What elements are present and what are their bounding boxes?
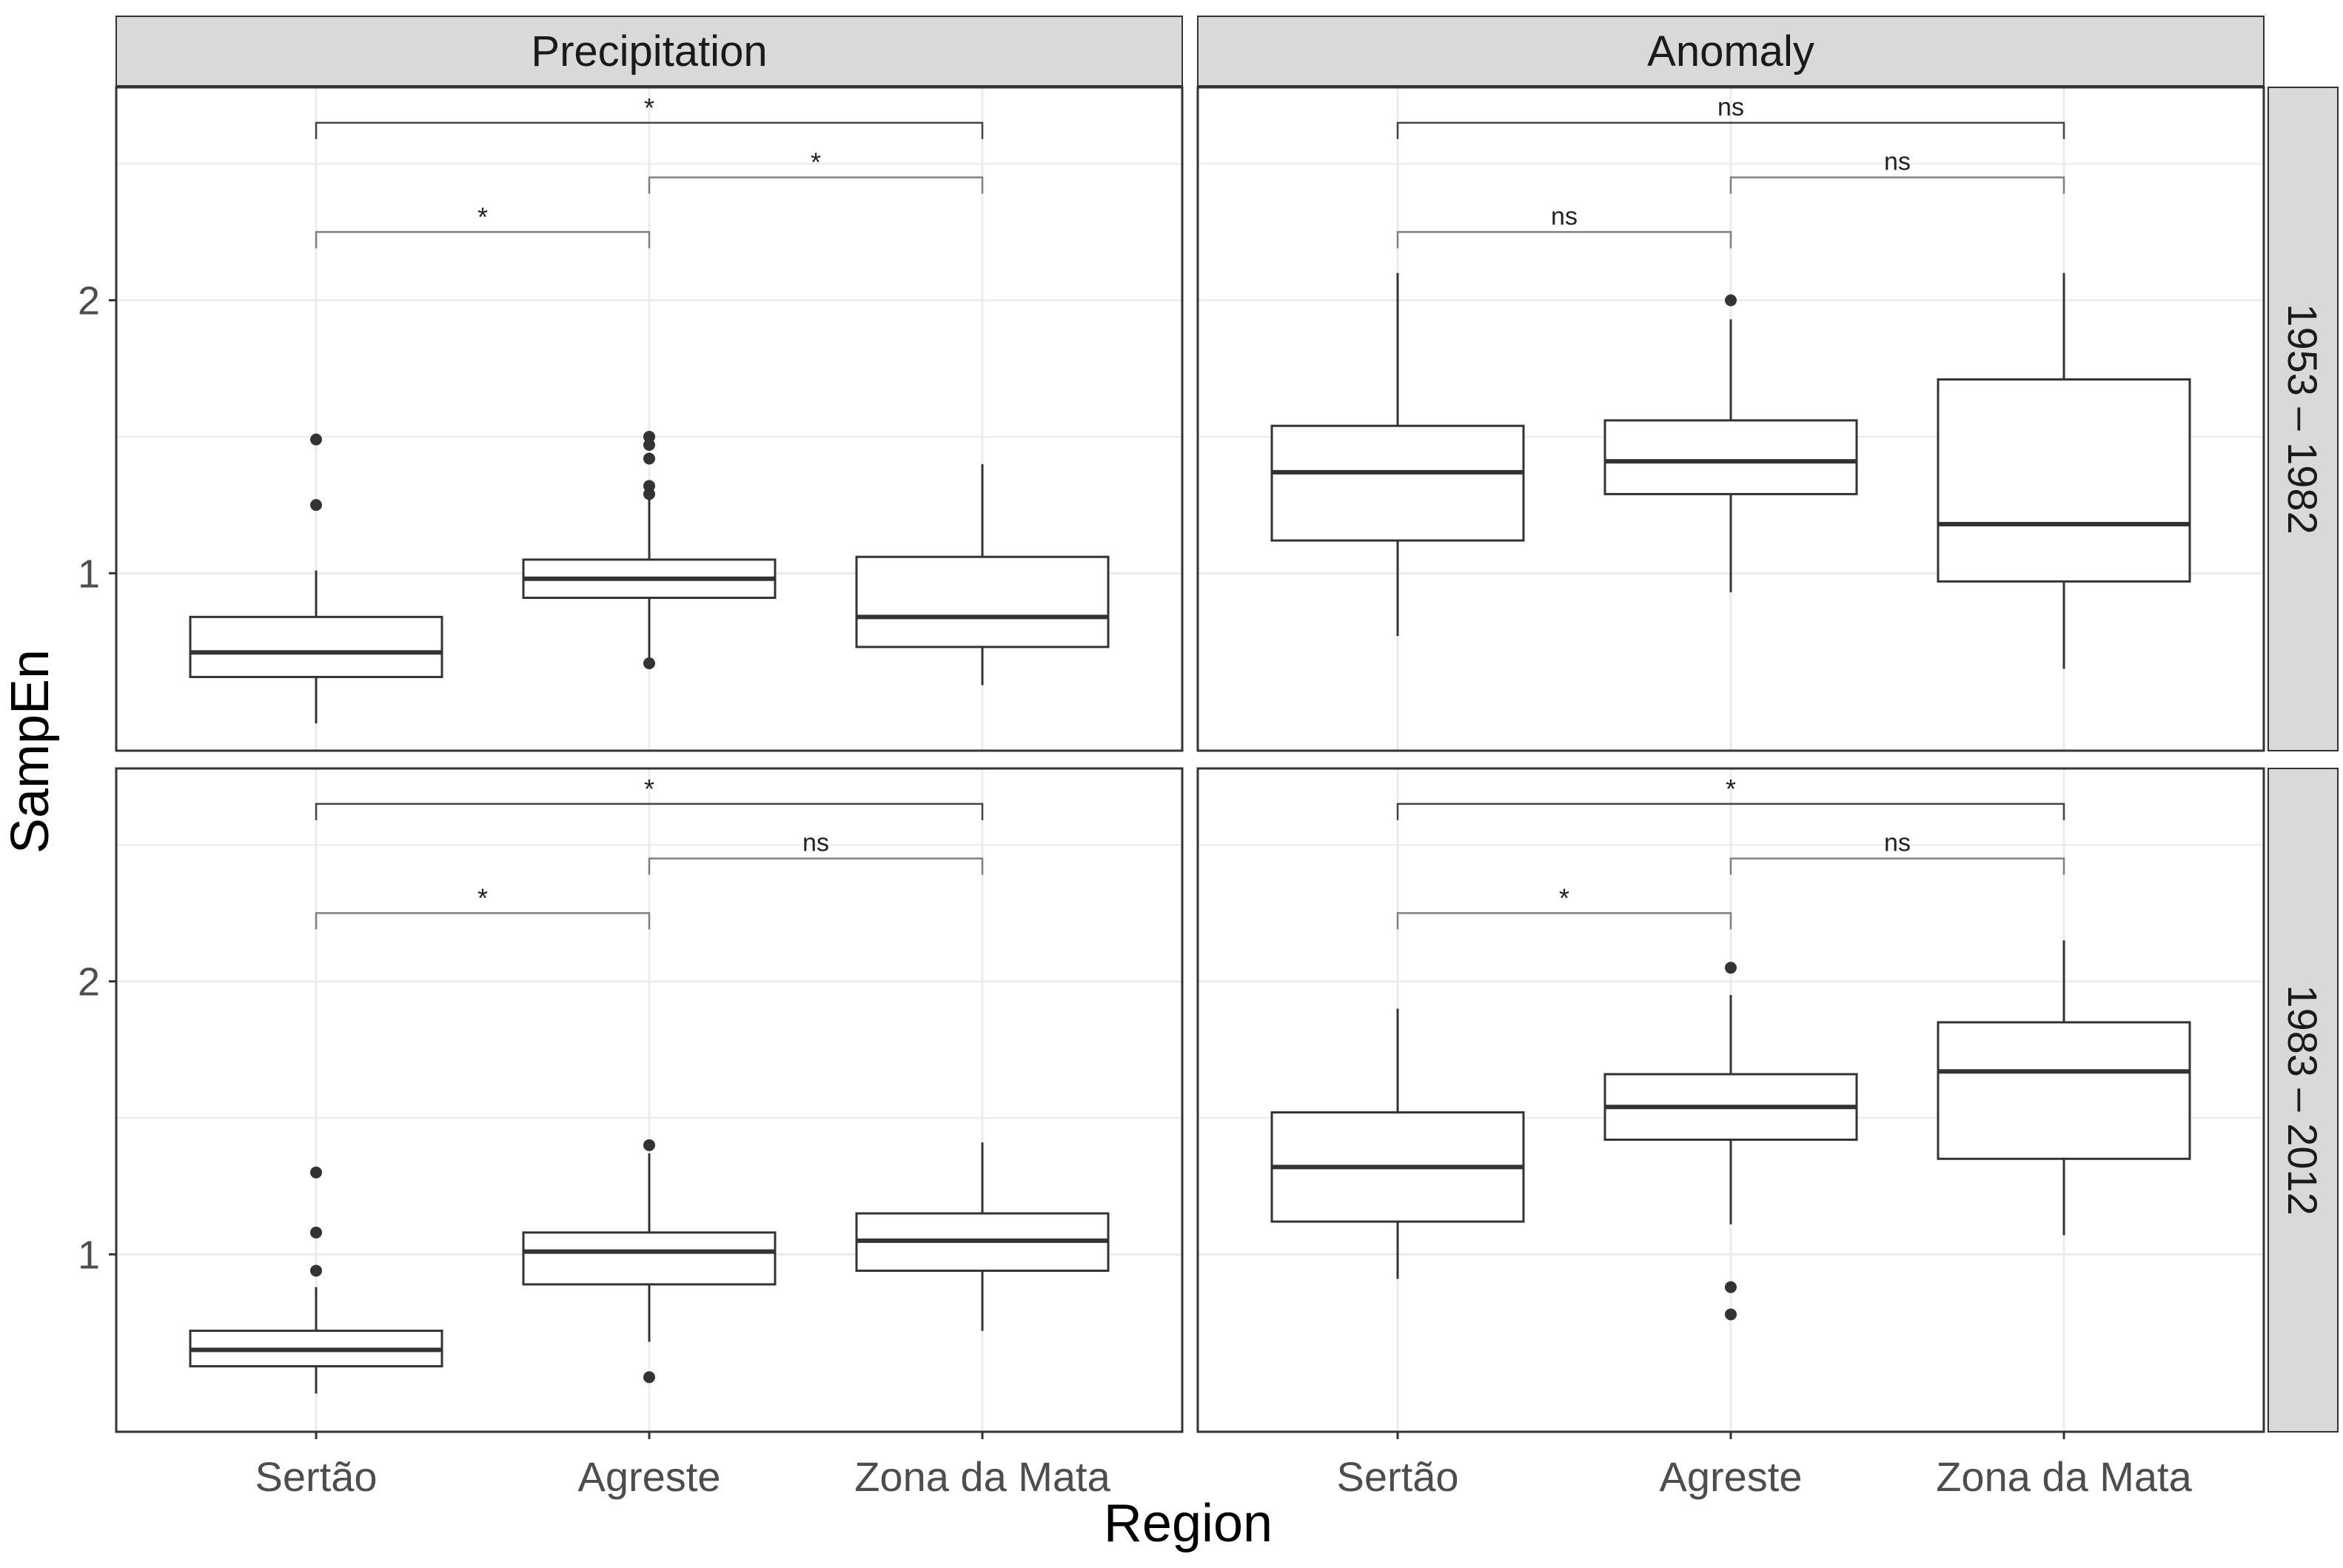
y-axis-title: SampEn xyxy=(1,649,60,854)
box-zona-da-mata xyxy=(1937,272,2191,669)
box-iqr xyxy=(522,1231,777,1286)
outlier-point xyxy=(643,480,655,492)
significance-bracket xyxy=(1729,176,2065,194)
significance-label: * xyxy=(477,201,488,232)
significance-bracket xyxy=(648,857,984,875)
outlier-point xyxy=(643,452,655,465)
significance-label: * xyxy=(811,147,821,178)
row-strip-label-0: 1953 – 1982 xyxy=(2279,304,2326,534)
box-agreste xyxy=(522,1139,777,1384)
significance-label: * xyxy=(644,93,654,123)
box-iqr xyxy=(855,555,1110,649)
y-tick-label: 1 xyxy=(78,552,100,596)
outlier-point xyxy=(1725,294,1737,306)
x-tick-label: Sertão xyxy=(1337,1453,1459,1500)
significance-bracket xyxy=(1396,121,2065,139)
box-iqr xyxy=(1603,419,1858,495)
box-agreste xyxy=(522,430,777,670)
outlier-point xyxy=(643,1371,655,1384)
significance-label: ns xyxy=(802,829,829,857)
column-strip-0 xyxy=(115,16,1183,87)
box-sert-o xyxy=(189,433,443,724)
box-sert-o xyxy=(189,1166,443,1394)
outlier-point xyxy=(310,433,322,446)
column-strip-1 xyxy=(1197,16,2265,87)
row-strip-0 xyxy=(2267,87,2339,751)
box-iqr xyxy=(189,615,443,678)
box-zona-da-mata xyxy=(855,463,1110,686)
panel-1-0: * ns * 1 2 Sertão Agreste Zona da Mata xyxy=(78,767,1184,1500)
significance-label: * xyxy=(1559,882,1569,913)
box-sert-o xyxy=(1270,1008,1525,1279)
y-tick-label: 2 xyxy=(78,279,100,324)
panels-layer: Precipitation Anomaly 1953 – 1982 1983 – 20… xyxy=(78,16,2339,1500)
outlier-point xyxy=(1725,1281,1737,1293)
significance-label: * xyxy=(477,882,488,913)
x-tick-label: Agreste xyxy=(1660,1453,1803,1500)
significance-bracket xyxy=(1396,803,2065,820)
row-strip-1 xyxy=(2267,768,2339,1433)
outlier-point xyxy=(1725,1308,1737,1321)
box-zona-da-mata xyxy=(1937,940,2191,1236)
outlier-point xyxy=(310,1226,322,1239)
panel-border xyxy=(115,86,1184,752)
outlier-point xyxy=(643,430,655,443)
panel-0-0: * * * 1 2 xyxy=(78,86,1184,752)
significance-bracket xyxy=(1396,231,1732,249)
panel-border xyxy=(1196,86,2265,752)
outlier-point xyxy=(643,488,655,500)
box-iqr xyxy=(1937,378,2191,583)
y-tick-label: 2 xyxy=(78,960,100,1005)
row-strip-label-1: 1983 – 2012 xyxy=(2279,985,2326,1215)
outlier-point xyxy=(643,439,655,452)
panel-0-1: ns ns ns xyxy=(1196,86,2265,752)
significance-bracket xyxy=(315,231,651,249)
x-tick-label: Zona da Mata xyxy=(854,1453,1110,1500)
x-tick-label: Agreste xyxy=(578,1453,721,1500)
significance-bracket xyxy=(315,803,984,820)
box-agreste xyxy=(1603,294,1858,593)
outlier-point xyxy=(643,1139,655,1151)
significance-label: ns xyxy=(1717,93,1744,121)
significance-label: ns xyxy=(1551,202,1578,230)
x-tick-label: Zona da Mata xyxy=(1936,1453,2192,1500)
box-iqr xyxy=(1937,1021,2191,1160)
significance-label: * xyxy=(644,774,654,804)
significance-bracket xyxy=(315,912,651,930)
significance-label: ns xyxy=(1884,148,1911,176)
significance-bracket xyxy=(1729,857,2065,875)
outlier-point xyxy=(310,1264,322,1277)
x-axis-title: Region xyxy=(1104,1494,1273,1553)
x-tick-label: Sertão xyxy=(255,1453,378,1500)
y-tick-label: 1 xyxy=(78,1233,100,1277)
box-sert-o xyxy=(1270,272,1525,637)
box-zona-da-mata xyxy=(855,1142,1110,1331)
significance-bracket xyxy=(648,176,984,194)
column-strip-label-1: Anomaly xyxy=(1647,27,1814,76)
significance-bracket xyxy=(315,121,984,139)
outlier-point xyxy=(1725,962,1737,974)
significance-label: * xyxy=(1726,774,1736,804)
outlier-point xyxy=(643,657,655,670)
box-agreste xyxy=(1603,962,1858,1321)
box-iqr xyxy=(1270,424,1525,542)
column-strip-label-0: Precipitation xyxy=(531,27,767,76)
outlier-point xyxy=(310,499,322,512)
panel-1-1: * ns * Sertão Agreste Zona da Mata xyxy=(1196,767,2265,1500)
significance-label: ns xyxy=(1884,829,1911,857)
significance-bracket xyxy=(1396,912,1732,930)
outlier-point xyxy=(310,1166,322,1179)
